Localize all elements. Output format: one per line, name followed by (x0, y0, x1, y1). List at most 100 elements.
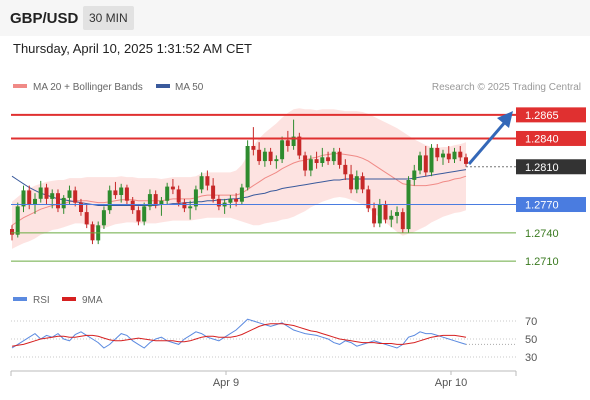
x-axis-tick-label: Apr 9 (213, 377, 239, 389)
candle-body (61, 197, 66, 209)
candle-body (268, 151, 273, 162)
candle (251, 127, 256, 156)
candle (170, 179, 175, 195)
forecast-arrow-head (497, 111, 513, 128)
candle-body (354, 176, 359, 190)
candle (377, 198, 382, 228)
candle (84, 204, 89, 229)
candle (354, 170, 359, 194)
candle (331, 147, 336, 165)
candle-body (349, 174, 354, 190)
resistance-level-tag (516, 130, 586, 146)
candle-body (21, 190, 26, 207)
candle (320, 147, 325, 167)
candle-body (101, 210, 106, 226)
candle-body (124, 187, 129, 201)
candle-body (211, 185, 216, 199)
candle-body (84, 212, 89, 225)
candle (107, 185, 112, 214)
candle (124, 184, 129, 205)
bollinger-band-area (12, 108, 466, 249)
candle-body (262, 151, 267, 162)
candle (314, 151, 319, 169)
resistance-level-tag (516, 107, 586, 123)
candle-body (418, 155, 422, 171)
candle (147, 189, 152, 211)
candle (119, 183, 124, 203)
support-level-label: 1.2740 (525, 228, 559, 240)
candle (56, 189, 60, 213)
candle (15, 202, 20, 238)
candle (372, 202, 377, 228)
candle-body (400, 212, 405, 230)
candle-body (188, 206, 193, 209)
candle (297, 132, 302, 160)
candle (176, 185, 181, 207)
candle-body (239, 187, 244, 202)
candle (308, 155, 313, 177)
ma9-legend-swatch (62, 297, 76, 301)
candle-body (257, 149, 262, 162)
candle (458, 146, 463, 162)
candle-body (159, 200, 164, 205)
candle-body (331, 151, 336, 162)
candle-body (165, 186, 170, 201)
candle (165, 182, 170, 205)
candle-body (107, 190, 112, 211)
candle (205, 170, 210, 191)
candle-body (90, 224, 95, 241)
current-price-tag (516, 159, 586, 175)
support-level-label: 1.2710 (525, 256, 559, 268)
ma50-legend-swatch (156, 84, 170, 88)
candle-body (326, 157, 331, 162)
candle-body (389, 215, 394, 220)
candle-body (464, 157, 468, 164)
ma50-legend-label: MA 50 (175, 82, 204, 93)
timeframe-badge[interactable]: 30 MIN (83, 6, 134, 30)
candle (452, 147, 457, 163)
candle (389, 210, 394, 228)
candle (245, 140, 250, 191)
candle (418, 151, 422, 175)
candle-body (79, 202, 83, 212)
candle-body (291, 136, 296, 146)
candle (159, 197, 164, 216)
candle (142, 202, 147, 226)
candle (136, 206, 141, 226)
candle (446, 146, 451, 163)
candle-body (199, 176, 204, 190)
candle-body (228, 198, 233, 203)
header-bar: GBP/USD 30 MIN (0, 0, 590, 36)
candle (423, 146, 428, 177)
rsi-tick-label: 30 (525, 352, 537, 364)
candle-body (33, 198, 37, 205)
resistance-level-label: 1.2865 (525, 110, 559, 122)
candle-body (395, 212, 399, 216)
rsi-tick-label: 70 (525, 316, 537, 328)
pivot-level-label: 1.2770 (525, 200, 559, 212)
candle (50, 189, 55, 209)
candle (38, 180, 43, 203)
candle-body (50, 193, 55, 199)
candle-body (423, 155, 428, 173)
current-price-label: 1.2810 (525, 162, 559, 174)
candle-body (205, 176, 210, 186)
candle-body (251, 146, 256, 150)
candle (73, 186, 78, 207)
copyright-label: Research © 2025 Trading Central (432, 82, 581, 93)
candle (113, 181, 118, 199)
candle (303, 151, 308, 177)
candle-body (446, 153, 451, 160)
candle (429, 144, 434, 177)
candle-body (412, 170, 417, 180)
candle (188, 200, 193, 220)
candle-body (297, 136, 302, 156)
candle-body (170, 186, 175, 190)
candle-body (372, 208, 377, 224)
candle (44, 183, 49, 205)
candle-body (452, 151, 457, 160)
candle-body (142, 206, 147, 222)
candle-body (441, 153, 445, 158)
candle-body (73, 190, 78, 203)
rsi-legend-label: RSI (33, 295, 50, 306)
